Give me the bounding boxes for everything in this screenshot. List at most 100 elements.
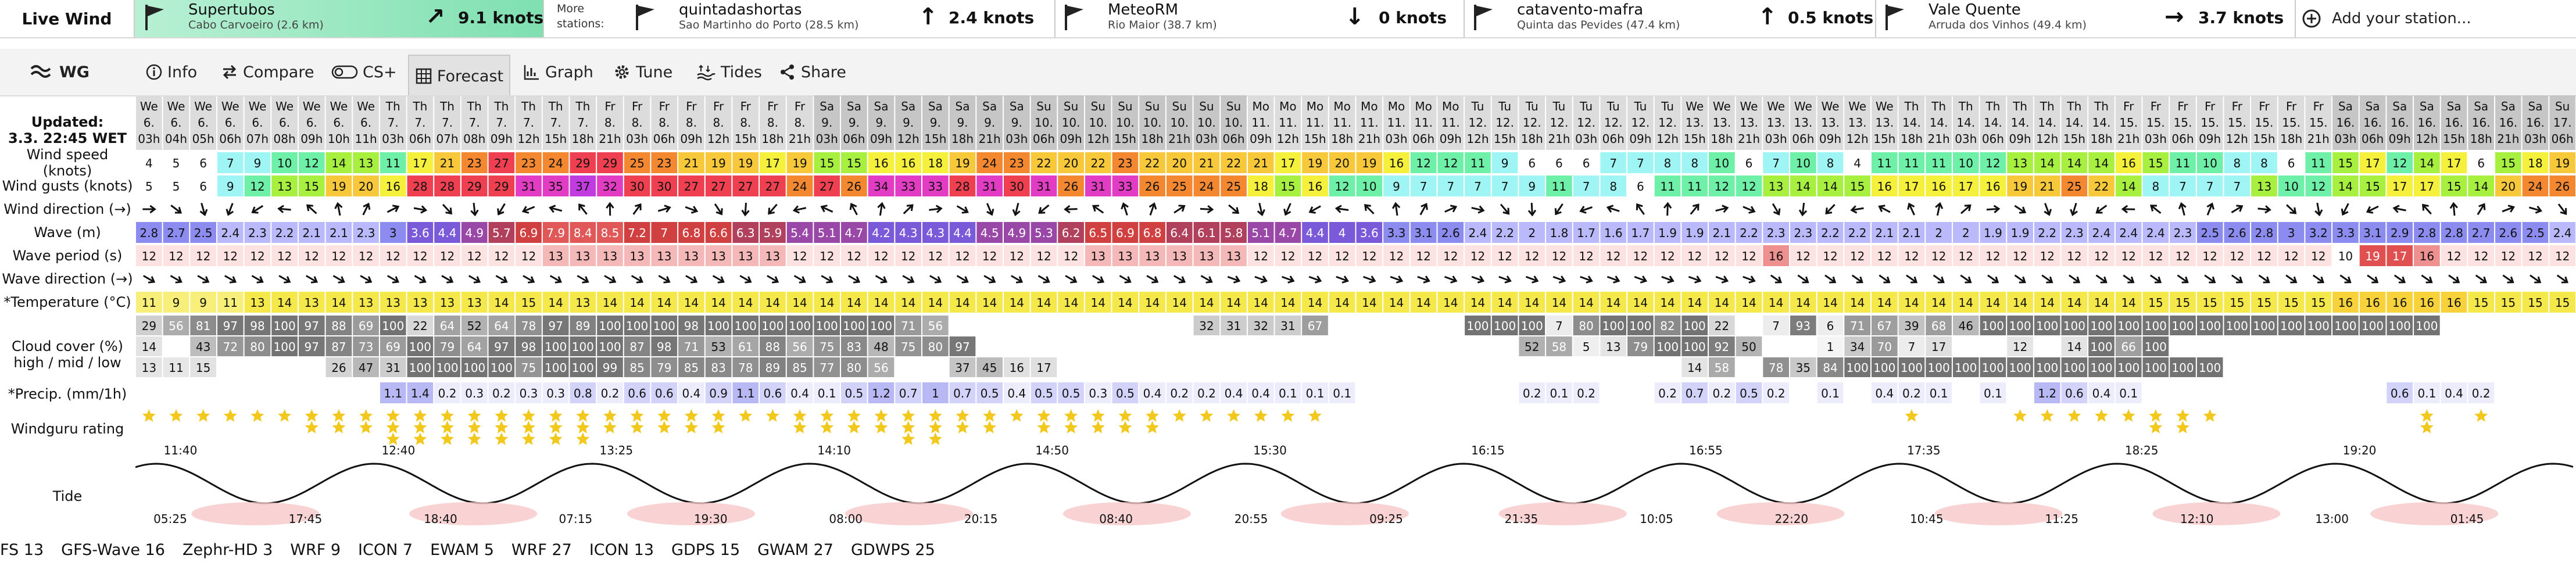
model-item[interactable]: ICON 13 [589, 540, 654, 559]
live-station-meteorm[interactable]: MeteoRM Rio Maior (38.7 km) ↓ 0 knots [1054, 0, 1465, 37]
date-label: 11. [1387, 116, 1406, 130]
low-tide-time: 13:00 [2315, 512, 2349, 525]
model-item[interactable]: EWAM 5 [430, 540, 494, 559]
hour-label: 21h [1358, 132, 1380, 146]
wind-speed-cell [1491, 152, 1518, 173]
cell-value: 12 [1877, 249, 1892, 263]
date-label: 12. [1523, 116, 1541, 130]
cell-value: 28 [955, 180, 969, 194]
tab-tune[interactable]: Tune [613, 57, 672, 87]
cell-value: 100 [870, 319, 892, 333]
cloud-cell [1491, 316, 1518, 335]
cell-value: 6.8 [682, 226, 701, 240]
wave-cell [705, 222, 732, 243]
wave-cell [163, 222, 189, 243]
cell-value: 15 [2284, 296, 2298, 310]
tab-compare[interactable]: Compare [221, 57, 314, 87]
wind-gust-cell [705, 175, 732, 196]
model-item[interactable]: FS 13 [0, 540, 44, 559]
cell-value: 12 [2067, 249, 2081, 263]
cell-value: 0.2 [438, 386, 457, 400]
low-tide-time: 10:05 [1640, 512, 1673, 525]
wind-gust-cell [1898, 175, 1925, 196]
wind-direction-arrow-icon [2422, 203, 2432, 215]
cloud-cell [1600, 316, 1627, 335]
rating-star-icon [928, 409, 942, 422]
wind-direction-arrow-icon [1283, 203, 1291, 216]
live-station-vale-quente[interactable]: Vale Quente Arruda dos Vinhos (49.4 km) … [1875, 0, 2296, 37]
live-station-supertubos[interactable]: Supertubos Cabo Carvoeiro (2.6 km) ↗ 9.1… [135, 0, 544, 37]
wave-period-cell [2034, 245, 2060, 266]
wave-direction-arrow-icon [224, 275, 237, 284]
day-label: Fr [2123, 99, 2134, 113]
temperature-cell [2495, 292, 2521, 313]
cell-value: 16 [1931, 180, 1946, 194]
cell-value: 85 [629, 361, 644, 375]
day-label: Fr [604, 99, 616, 113]
hour-label: 21h [979, 132, 1001, 146]
wind-direction-arrow-icon [1149, 202, 1157, 216]
cell-value: 23 [521, 156, 536, 170]
header-cell [2468, 95, 2495, 150]
cell-value: 12 [820, 249, 834, 263]
wind-speed-cell [2034, 152, 2060, 173]
flag-icon [1474, 5, 1493, 30]
model-item[interactable]: WRF 9 [290, 540, 341, 559]
cell-value: 26 [331, 361, 346, 375]
wave-period-cell [1383, 245, 1409, 266]
cell-value: 12 [928, 249, 943, 263]
wave-cell [380, 222, 406, 243]
model-item[interactable]: GDPS 15 [671, 540, 740, 559]
tab-tides[interactable]: Tides [696, 57, 762, 87]
low-tide-shade [2152, 502, 2281, 525]
cell-value: 15 [2202, 296, 2217, 310]
tab-graph[interactable]: Graph [523, 57, 593, 87]
wind-speed-cell [1247, 152, 1274, 173]
wind-gust-cell [325, 175, 352, 196]
more-stations-label: More stations: [557, 2, 604, 30]
cell-value: 2.4 [2146, 226, 2165, 240]
cell-value: 18 [928, 156, 943, 170]
cell-value: 99 [603, 361, 617, 375]
cell-value: 7 [1772, 319, 1780, 333]
table-icon [416, 68, 432, 84]
cloud-cell [678, 336, 704, 356]
model-item[interactable]: ICON 7 [358, 540, 413, 559]
cell-value: 23 [467, 156, 481, 170]
tab-wg[interactable]: WG [30, 57, 90, 87]
model-item[interactable]: WRF 27 [511, 540, 572, 559]
wave-direction-arrow-icon [278, 275, 291, 284]
header-cell [542, 95, 569, 150]
add-station-button[interactable]: Add your station... [2302, 0, 2471, 37]
day-label: Fr [2205, 99, 2216, 113]
hour-label: 18h [2280, 132, 2302, 146]
cell-value: 1.9 [1686, 226, 1704, 240]
tab-forecast[interactable]: Forecast [408, 55, 510, 96]
wind-direction-arrow-icon [2070, 203, 2078, 216]
date-label: 10. [1143, 116, 1162, 130]
cell-value: 70 [1877, 340, 1892, 354]
cell-value: 8.4 [574, 226, 592, 240]
tab-info[interactable]: Info [145, 57, 197, 87]
temperature-cell [1627, 292, 1654, 313]
cloud-cell [2170, 316, 2196, 335]
model-item[interactable]: Zephr-HD 3 [182, 540, 273, 559]
hour-label: 03h [2334, 132, 2356, 146]
model-item[interactable]: GWAM 27 [757, 540, 833, 559]
cell-value: 100 [2145, 340, 2167, 354]
model-item[interactable]: GDWPS 25 [850, 540, 935, 559]
cell-value: 15 [2176, 296, 2190, 310]
wave-cell [1410, 222, 1437, 243]
live-station-catavento-mafra[interactable]: catavento-mafra Quinta das Pevides (47.4… [1464, 0, 1876, 37]
tab-cs-plus[interactable]: CS+ [331, 57, 397, 87]
model-item[interactable]: GFS-Wave 16 [61, 540, 165, 559]
cell-value: 12 [2392, 156, 2407, 170]
cell-value: 13 [250, 296, 264, 310]
wind-direction-arrow-icon [1606, 205, 1620, 213]
live-station-quintadashortas[interactable]: quintadashortas Sao Martinho do Porto (2… [625, 0, 1056, 37]
tab-share[interactable]: Share [779, 57, 846, 87]
cell-value: 10 [1796, 156, 1811, 170]
cell-value: 0.7 [953, 386, 972, 400]
cell-value: 11 [1904, 156, 1919, 170]
wave-period-cell [1573, 245, 1600, 266]
